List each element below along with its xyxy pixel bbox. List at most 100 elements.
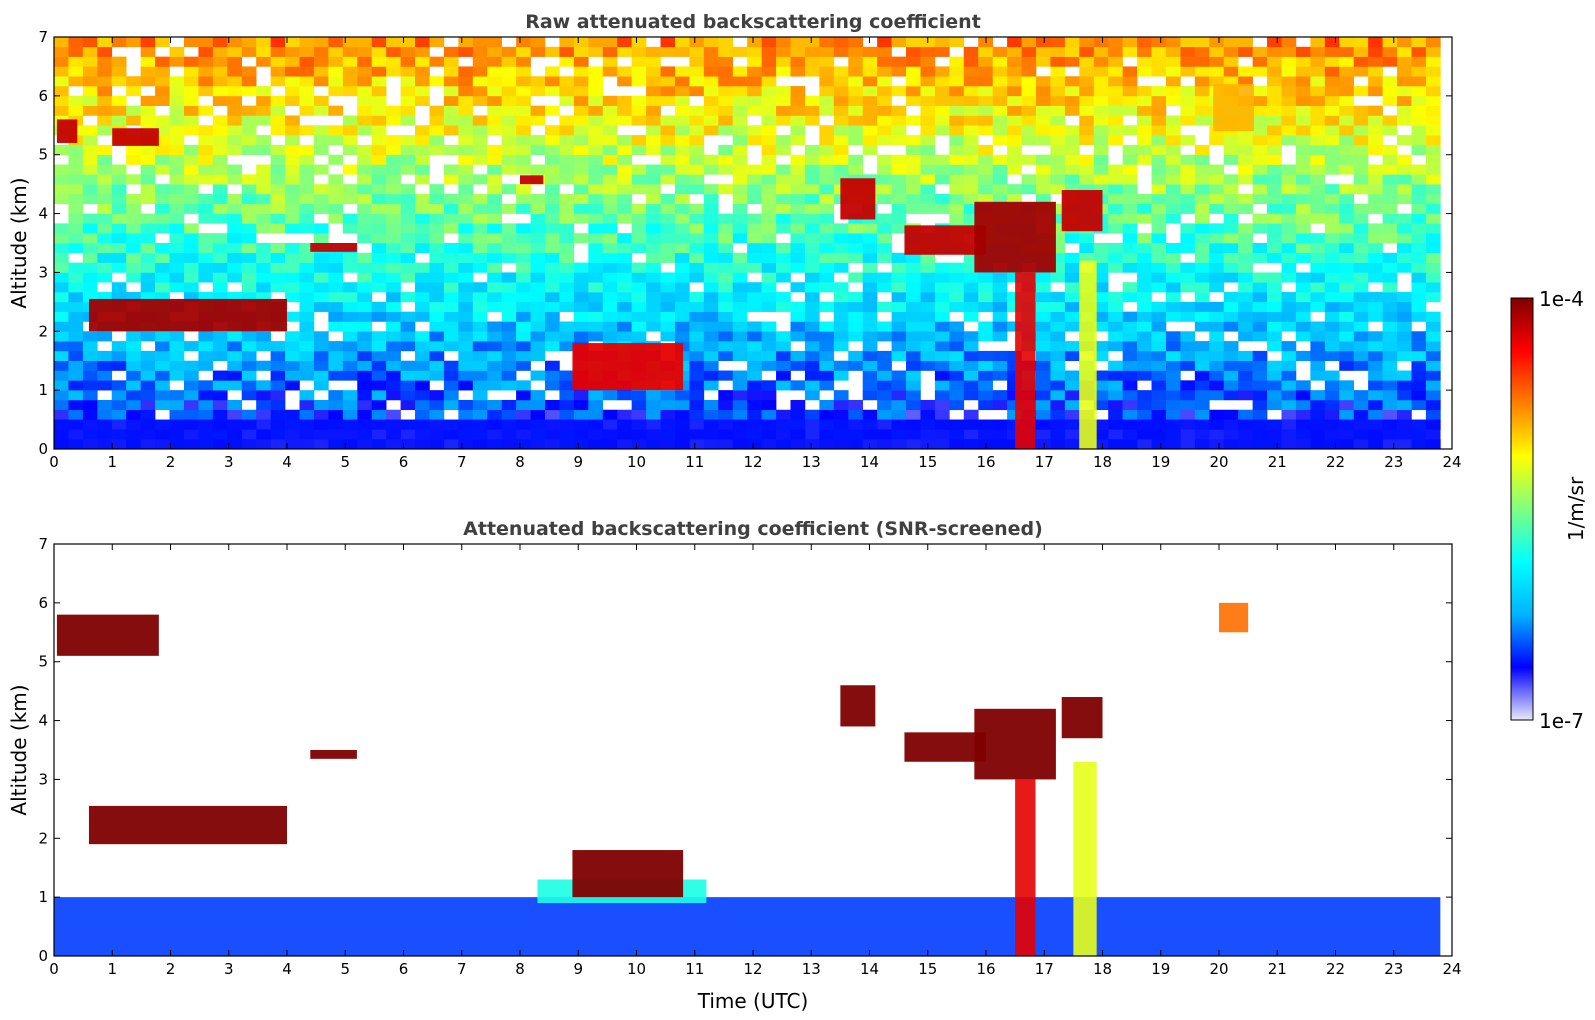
background-cell	[1324, 292, 1340, 303]
background-cell	[429, 125, 445, 136]
background-cell	[285, 341, 300, 352]
background-cell	[487, 174, 502, 185]
background-cell	[660, 252, 676, 263]
background-cell	[1137, 262, 1152, 273]
background-cell	[804, 203, 820, 214]
background-cell	[674, 233, 690, 244]
background-cell	[1324, 301, 1340, 312]
background-cell	[1425, 46, 1441, 57]
background-cell	[1238, 282, 1253, 293]
background-cell	[747, 125, 762, 136]
background-cell	[443, 46, 459, 57]
background-cell	[978, 76, 993, 87]
background-cell	[920, 154, 936, 165]
background-cell	[1252, 301, 1268, 312]
background-cell	[1194, 282, 1210, 293]
background-cell	[1353, 311, 1369, 322]
background-cell	[776, 360, 791, 371]
x-tick-label: 3	[224, 960, 234, 978]
background-cell	[198, 409, 214, 420]
background-cell	[183, 341, 199, 352]
background-cell	[1324, 223, 1340, 234]
background-cell	[617, 243, 632, 254]
background-cell	[703, 66, 719, 77]
background-cell	[1425, 135, 1441, 146]
background-cell	[155, 272, 170, 283]
background-cell	[54, 341, 69, 352]
background-cell	[588, 252, 604, 263]
background-cell	[530, 311, 546, 322]
background-cell	[819, 174, 835, 185]
background-cell	[371, 125, 387, 136]
background-cell	[602, 37, 618, 48]
background-cell	[1368, 184, 1383, 195]
background-cell	[963, 331, 979, 342]
background-cell	[1353, 154, 1369, 165]
background-cell	[934, 380, 950, 391]
background-cell	[1368, 331, 1383, 342]
background-cell	[1252, 390, 1268, 401]
background-cell	[501, 76, 517, 87]
background-cell	[1397, 262, 1412, 273]
background-cell	[82, 292, 98, 303]
background-cell	[1324, 213, 1340, 224]
background-cell	[443, 370, 459, 381]
background-cell	[906, 331, 921, 342]
background-cell	[1137, 243, 1152, 254]
background-cell	[487, 115, 502, 126]
background-cell	[1079, 243, 1095, 254]
background-cell	[1079, 164, 1095, 175]
background-cell	[544, 76, 560, 87]
background-cell	[1252, 350, 1268, 362]
background-cell	[155, 380, 170, 391]
background-cell	[183, 115, 199, 126]
background-cell	[689, 409, 705, 420]
background-cell	[1267, 135, 1282, 146]
background-cell	[790, 262, 806, 273]
background-cell	[54, 76, 69, 87]
background-cell	[429, 341, 445, 352]
background-cell	[111, 105, 127, 116]
background-cell	[761, 125, 777, 136]
background-cell	[1353, 331, 1369, 342]
background-cell	[588, 262, 604, 273]
background-cell	[1007, 380, 1022, 391]
background-cell	[1368, 341, 1383, 352]
background-cell	[342, 292, 358, 303]
background-cell	[1108, 95, 1123, 106]
background-cell	[501, 56, 517, 67]
background-cell	[660, 409, 676, 420]
background-cell	[1180, 301, 1196, 312]
background-cell	[703, 321, 719, 332]
background-cell	[371, 341, 387, 352]
background-cell	[97, 350, 113, 362]
background-cell	[111, 292, 127, 303]
background-cell	[602, 115, 618, 126]
background-cell	[660, 390, 676, 401]
background-cell	[241, 243, 257, 254]
background-cell	[241, 184, 257, 195]
background-cell	[1093, 341, 1109, 352]
background-cell	[328, 56, 344, 67]
background-cell	[443, 331, 459, 342]
background-cell	[588, 135, 604, 146]
background-cell	[342, 262, 358, 273]
background-cell	[68, 272, 84, 283]
background-cell	[1151, 301, 1167, 312]
background-cell	[862, 135, 878, 146]
background-cell	[241, 203, 257, 214]
y-tick-label: 4	[38, 205, 48, 223]
background-cell	[241, 341, 257, 352]
background-cell	[371, 135, 387, 146]
background-cell	[111, 409, 127, 420]
background-cell	[804, 213, 820, 224]
y-tick-label: 7	[38, 535, 48, 553]
background-cell	[689, 252, 705, 263]
background-cell	[934, 86, 950, 97]
background-cell	[1137, 311, 1152, 322]
background-cell	[328, 350, 344, 362]
background-cell	[1397, 292, 1412, 303]
background-cell	[1310, 321, 1326, 332]
background-cell	[747, 135, 762, 146]
background-cell	[1397, 56, 1412, 67]
